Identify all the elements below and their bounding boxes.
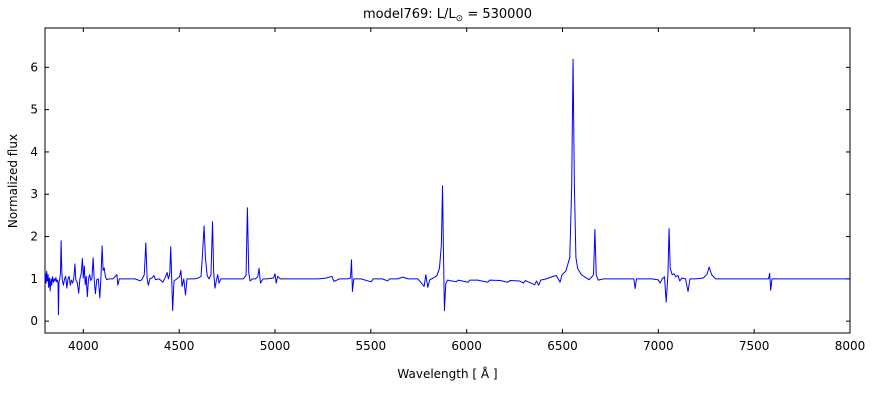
x-tick-label: 5500	[356, 339, 387, 353]
y-tick-label: 0	[30, 314, 38, 328]
y-tick-label: 3	[30, 187, 38, 201]
sun-symbol: ⊙	[455, 14, 464, 24]
y-tick-label: 4	[30, 145, 38, 159]
spectrum-line	[44, 58, 850, 316]
y-tick-label: 6	[30, 60, 38, 74]
x-tick-label: 4500	[164, 339, 195, 353]
y-tick-label: 1	[30, 272, 38, 286]
x-tick-label: 7000	[643, 339, 674, 353]
y-tick-label: 5	[30, 103, 38, 117]
plot-title-prefix: model769: L/L	[362, 7, 456, 22]
y-tick-label: 2	[30, 230, 38, 244]
x-tick-label: 4000	[68, 339, 99, 353]
plot-title: model769: L/L⊙ = 530000	[45, 7, 850, 24]
x-axis-label: Wavelength [ Å ]	[397, 367, 498, 381]
x-tick-label: 8000	[835, 339, 866, 353]
x-tick-label: 5000	[260, 339, 291, 353]
plot-title-suffix: = 530000	[463, 7, 532, 22]
y-axis-label: Normalized flux	[6, 133, 20, 229]
x-tick-label: 7500	[739, 339, 770, 353]
plot-frame	[44, 27, 851, 334]
x-tick-label: 6000	[451, 339, 482, 353]
x-tick-label: 6500	[547, 339, 578, 353]
